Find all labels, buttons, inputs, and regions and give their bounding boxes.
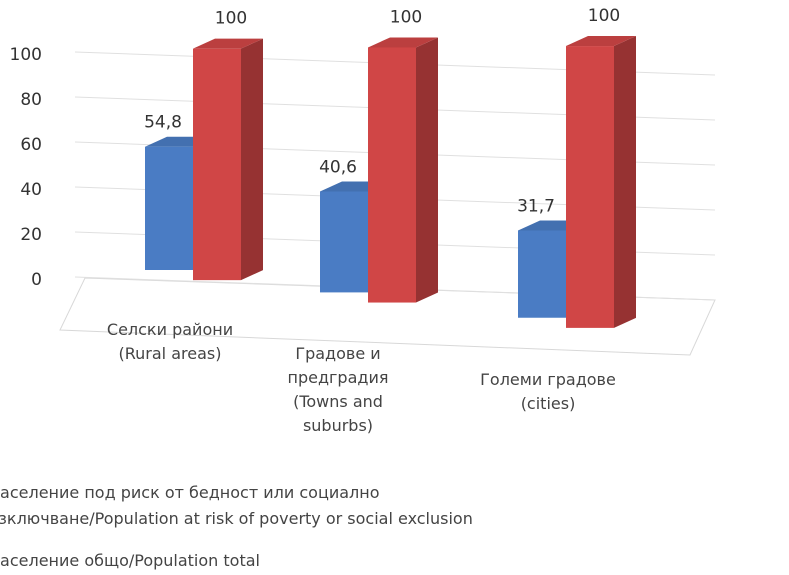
x-tick-label: Градове и предградия (Towns and suburbs) — [287, 344, 389, 435]
bar — [566, 46, 614, 328]
x-tick-label: Селски райони (Rural areas) — [106, 320, 234, 363]
data-label: 100 — [215, 9, 247, 29]
data-label: 100 — [390, 7, 422, 27]
y-tick-label: 100 — [10, 45, 42, 65]
y-tick-label: 40 — [20, 180, 42, 200]
data-label: 54,8 — [144, 113, 182, 133]
bar-top — [368, 37, 438, 48]
bar-side — [241, 38, 263, 281]
y-tick-label: 20 — [20, 225, 42, 245]
legend-entry: Население под риск от бедност или социал… — [0, 483, 473, 528]
bar — [320, 191, 368, 293]
bar-side — [614, 36, 636, 328]
legend-entry: Население общо/Population total — [0, 551, 260, 570]
bar — [193, 48, 241, 281]
data-label: 31,7 — [517, 196, 555, 216]
bar — [368, 47, 416, 303]
data-label: 100 — [588, 6, 620, 26]
y-tick-label: 80 — [20, 90, 42, 110]
bar-side — [416, 37, 438, 303]
x-tick-label: Големи градове (cities) — [480, 370, 616, 413]
y-tick-label: 60 — [20, 135, 42, 155]
bar — [145, 146, 193, 270]
bar-top — [193, 38, 263, 49]
y-tick-label: 0 — [31, 270, 42, 290]
bar-top — [566, 36, 636, 47]
data-label: 40,6 — [319, 157, 357, 177]
bar — [518, 230, 566, 318]
